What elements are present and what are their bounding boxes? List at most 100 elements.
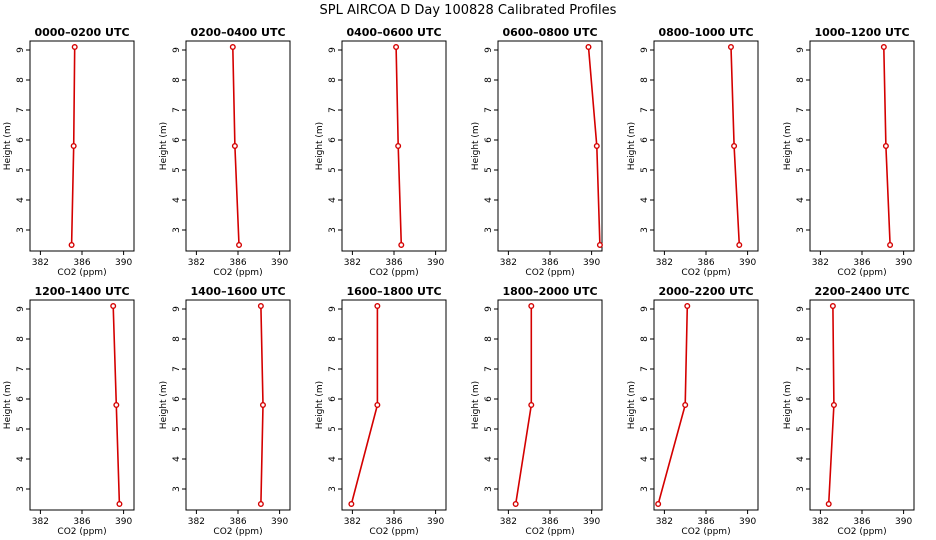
panel-title: 2000–2200 UTC xyxy=(658,285,753,298)
y-tick-label: 3 xyxy=(172,227,182,233)
y-tick-label: 6 xyxy=(16,137,26,143)
data-point xyxy=(736,241,743,248)
x-tick-label: 390 xyxy=(427,258,444,268)
y-tick-label: 8 xyxy=(328,336,338,342)
y-axis-label: Height (m) xyxy=(783,381,793,429)
y-tick-label: 9 xyxy=(484,47,494,53)
plot-frame xyxy=(653,299,759,511)
data-point xyxy=(512,501,519,508)
data-point xyxy=(655,501,662,508)
panel-title: 1600–1800 UTC xyxy=(346,285,441,298)
x-tick-label: 382 xyxy=(656,258,673,268)
y-tick-label: 9 xyxy=(328,47,338,53)
y-tick-label: 9 xyxy=(328,306,338,312)
x-axis-label: CO2 (ppm) xyxy=(525,268,574,278)
panel-title: 0000–0200 UTC xyxy=(34,26,129,39)
x-tick-label: 390 xyxy=(739,517,756,527)
x-tick-label: 382 xyxy=(812,517,829,527)
data-point xyxy=(68,241,75,248)
x-tick-label: 390 xyxy=(115,258,132,268)
data-point xyxy=(882,142,889,149)
data-point xyxy=(593,142,600,149)
y-axis-label: Height (m) xyxy=(471,122,481,170)
x-tick-label: 390 xyxy=(115,517,132,527)
y-tick-label: 7 xyxy=(16,107,26,113)
data-point xyxy=(684,303,691,310)
data-point xyxy=(528,402,535,409)
y-tick-label: 4 xyxy=(172,197,182,203)
panel-title: 1400–1600 UTC xyxy=(190,285,285,298)
x-tick-label: 386 xyxy=(73,517,90,527)
x-axis-label: CO2 (ppm) xyxy=(213,268,262,278)
data-point xyxy=(231,142,238,149)
data-point xyxy=(880,44,887,51)
data-point xyxy=(731,142,738,149)
data-point xyxy=(825,501,832,508)
x-tick-label: 390 xyxy=(583,258,600,268)
y-tick-label: 3 xyxy=(16,486,26,492)
panel-title: 0800–1000 UTC xyxy=(658,26,753,39)
y-axis-label: Height (m) xyxy=(159,122,169,170)
y-tick-label: 3 xyxy=(328,486,338,492)
y-tick-label: 4 xyxy=(796,456,806,462)
x-tick-label: 382 xyxy=(188,258,205,268)
y-tick-label: 3 xyxy=(16,227,26,233)
profile-panel: 2200–2400 UTC 382 386 390 CO2 (ppm) 3 4 5 6 7 8 9 He… xyxy=(783,285,915,537)
x-tick-label: 390 xyxy=(895,258,912,268)
x-tick-label: 390 xyxy=(271,517,288,527)
profile-panel: 0800–1000 UTC 382 386 390 CO2 (ppm) 3 4 5 6 7 8 9 He… xyxy=(627,26,759,278)
y-tick-label: 4 xyxy=(328,456,338,462)
x-tick-label: 382 xyxy=(344,258,361,268)
y-tick-label: 8 xyxy=(484,77,494,83)
y-tick-label: 8 xyxy=(16,77,26,83)
y-tick-label: 7 xyxy=(328,107,338,113)
x-tick-label: 386 xyxy=(853,258,870,268)
data-point xyxy=(682,402,689,409)
y-tick-label: 4 xyxy=(640,197,650,203)
data-point xyxy=(830,402,837,409)
x-axis-label: CO2 (ppm) xyxy=(369,527,418,537)
y-tick-label: 4 xyxy=(16,456,26,462)
y-tick-label: 5 xyxy=(16,167,26,173)
x-tick-label: 386 xyxy=(541,258,558,268)
profile-panel: 2000–2200 UTC 382 386 390 CO2 (ppm) 3 4 5 6 7 8 9 He… xyxy=(627,285,759,537)
x-tick-label: 382 xyxy=(188,517,205,527)
y-tick-label: 7 xyxy=(172,366,182,372)
panel-title: 0200–0400 UTC xyxy=(190,26,285,39)
y-tick-label: 5 xyxy=(484,167,494,173)
profile-panel: 1400–1600 UTC 382 386 390 CO2 (ppm) 3 4 5 6 7 8 9 He… xyxy=(159,285,291,537)
x-tick-label: 390 xyxy=(271,258,288,268)
y-tick-label: 6 xyxy=(796,396,806,402)
y-tick-label: 8 xyxy=(640,336,650,342)
data-point xyxy=(398,241,405,248)
y-tick-label: 4 xyxy=(640,456,650,462)
y-tick-label: 3 xyxy=(796,227,806,233)
x-axis-label: CO2 (ppm) xyxy=(681,268,730,278)
y-tick-label: 8 xyxy=(16,336,26,342)
profile-panel: 1800–2000 UTC 382 386 390 CO2 (ppm) 3 4 5 6 7 8 9 He… xyxy=(471,285,603,537)
profile-panel: 1200–1400 UTC 382 386 390 CO2 (ppm) 3 4 5 6 7 8 9 He… xyxy=(3,285,135,537)
data-point xyxy=(585,44,592,51)
y-tick-label: 8 xyxy=(796,336,806,342)
plot-frame xyxy=(341,40,447,252)
data-point xyxy=(374,303,381,310)
y-tick-label: 5 xyxy=(328,426,338,432)
profile-panel: 0000–0200 UTC 382 386 390 CO2 (ppm) 3 4 5 6 7 8 9 He… xyxy=(3,26,135,278)
y-tick-label: 4 xyxy=(484,197,494,203)
y-tick-label: 5 xyxy=(16,426,26,432)
y-tick-label: 6 xyxy=(640,396,650,402)
y-tick-label: 3 xyxy=(640,486,650,492)
y-axis-label: Height (m) xyxy=(3,381,13,429)
x-tick-label: 386 xyxy=(385,517,402,527)
x-tick-label: 386 xyxy=(697,258,714,268)
y-tick-label: 7 xyxy=(172,107,182,113)
profile-panel: 0400–0600 UTC 382 386 390 CO2 (ppm) 3 4 5 6 7 8 9 He… xyxy=(315,26,447,278)
x-axis-label: CO2 (ppm) xyxy=(57,527,106,537)
x-tick-label: 382 xyxy=(812,258,829,268)
y-tick-label: 7 xyxy=(796,366,806,372)
y-tick-label: 8 xyxy=(640,77,650,83)
data-point xyxy=(528,303,535,310)
y-tick-label: 5 xyxy=(640,167,650,173)
y-tick-label: 6 xyxy=(16,396,26,402)
